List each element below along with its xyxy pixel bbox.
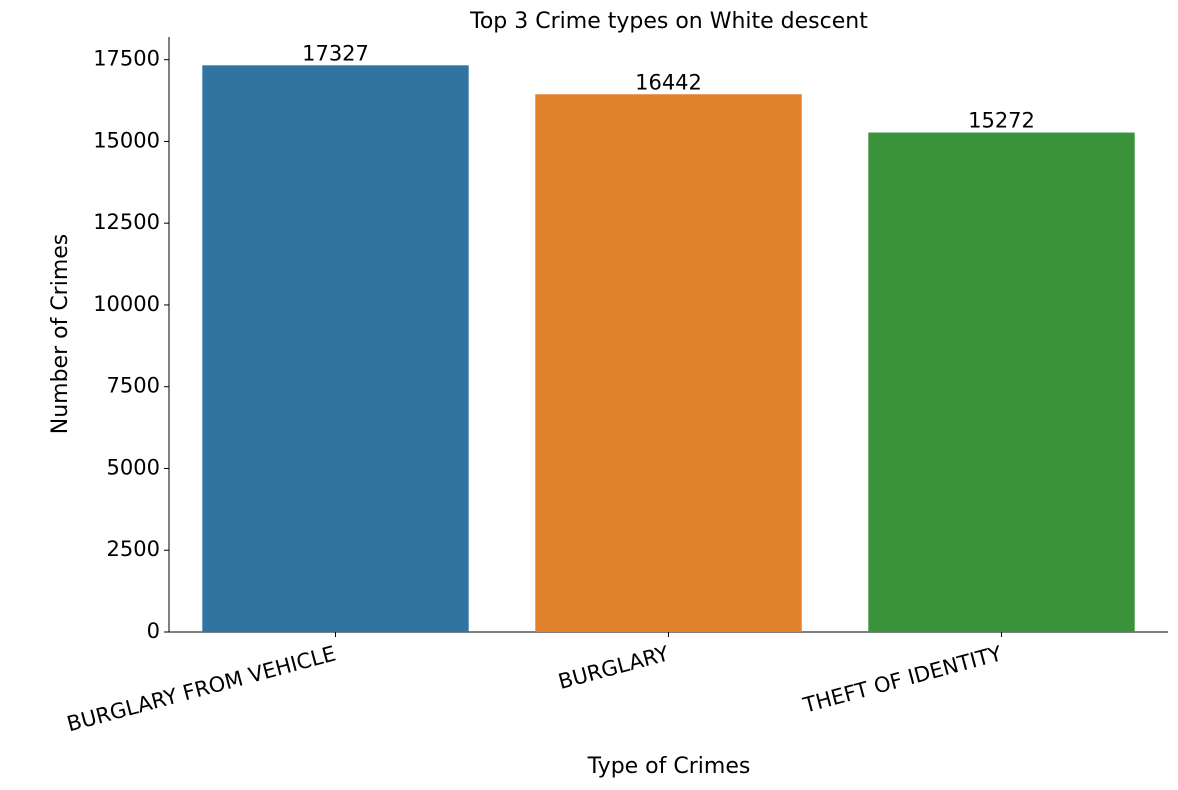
x-tick-label: THEFT OF IDENTITY (800, 641, 1005, 717)
value-label: 15272 (968, 109, 1035, 133)
bar (202, 65, 469, 632)
y-tick-label: 15000 (93, 128, 160, 152)
y-axis-label: Number of Crimes (48, 234, 73, 435)
x-tick-label: BURGLARY (556, 641, 672, 694)
x-axis-label: Type of Crimes (587, 754, 751, 779)
y-tick-label: 5000 (107, 455, 160, 479)
value-label: 16442 (635, 70, 702, 94)
y-tick-label: 7500 (107, 374, 160, 398)
y-tick-label: 17500 (93, 47, 160, 71)
y-tick-label: 0 (147, 619, 160, 643)
y-tick-label: 10000 (93, 292, 160, 316)
chart-title: Top 3 Crime types on White descent (469, 9, 868, 34)
x-tick-label: BURGLARY FROM VEHICLE (64, 641, 338, 736)
value-label: 17327 (302, 41, 369, 65)
y-tick-label: 12500 (93, 210, 160, 234)
bar (868, 132, 1135, 632)
bar (535, 94, 802, 633)
y-tick-label: 2500 (107, 537, 160, 561)
